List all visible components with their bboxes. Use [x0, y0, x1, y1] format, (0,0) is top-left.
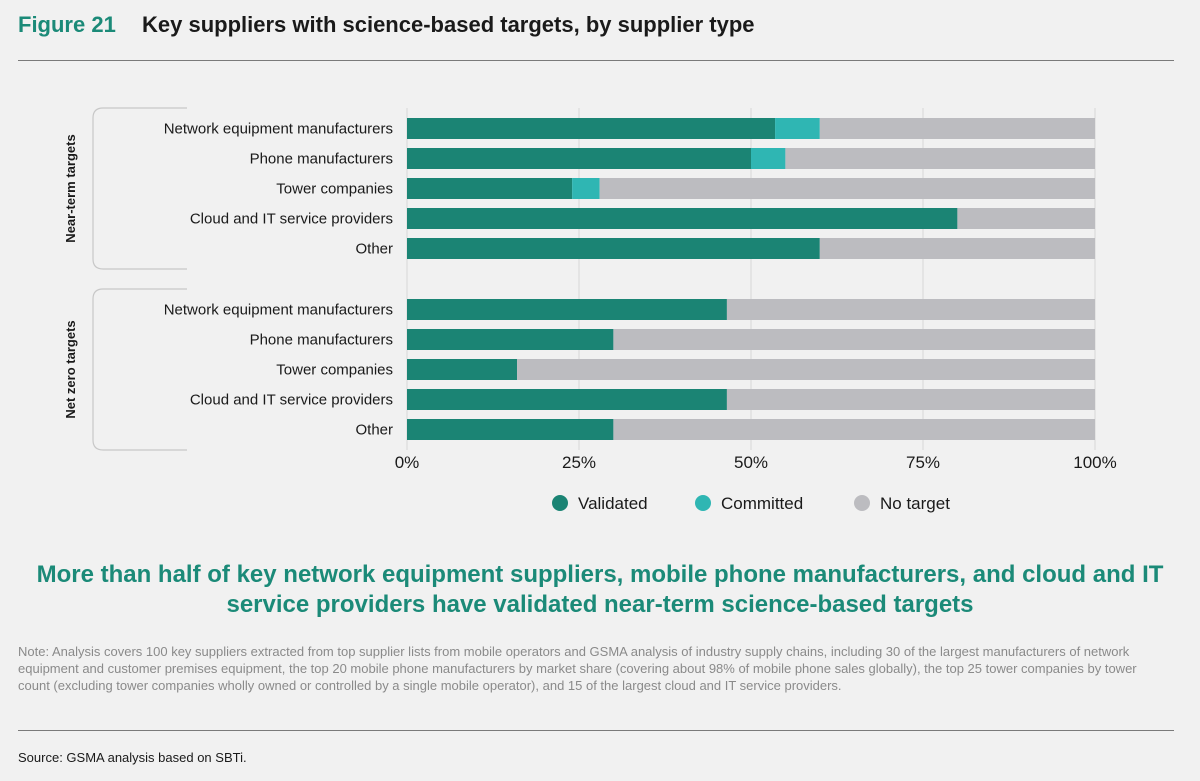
- legend-label: Validated: [578, 494, 648, 513]
- bar-validated: [407, 419, 614, 440]
- bar-validated: [407, 238, 820, 259]
- bar-validated: [407, 118, 776, 139]
- category-label: Cloud and IT service providers: [190, 211, 393, 228]
- category-label: Network equipment manufacturers: [164, 302, 393, 319]
- figure-label: Figure 21: [18, 12, 116, 37]
- bar-no-target: [613, 419, 1095, 440]
- group-label: Net zero targets: [63, 320, 78, 418]
- bar-no-target: [819, 118, 1095, 139]
- bar-no-target: [517, 359, 1095, 380]
- x-tick-label: 25%: [562, 453, 596, 472]
- bar-committed: [751, 148, 786, 169]
- note-text: Note: Analysis covers 100 key suppliers …: [18, 644, 1137, 693]
- bar-no-target: [785, 148, 1095, 169]
- top-rule: [18, 60, 1174, 61]
- category-label: Network equipment manufacturers: [164, 121, 393, 138]
- category-label: Tower companies: [276, 362, 393, 379]
- group-bracket: [92, 107, 187, 270]
- category-label: Phone manufacturers: [250, 332, 393, 349]
- category-label: Tower companies: [276, 181, 393, 198]
- source-text: Source: GSMA analysis based on SBTi.: [18, 750, 247, 765]
- bar-validated: [407, 178, 573, 199]
- category-label: Other: [355, 422, 393, 439]
- bar-validated: [407, 148, 751, 169]
- x-tick-label: 0%: [395, 453, 420, 472]
- bar-no-target: [726, 389, 1095, 410]
- x-tick-label: 50%: [734, 453, 768, 472]
- category-label: Phone manufacturers: [250, 151, 393, 168]
- group-label: Near-term targets: [63, 134, 78, 242]
- legend-marker-validated: [552, 495, 568, 511]
- bar-no-target: [726, 299, 1095, 320]
- bar-no-target: [613, 329, 1095, 350]
- x-tick-label: 75%: [906, 453, 940, 472]
- legend-label: No target: [880, 494, 950, 513]
- legend-marker-no-target: [854, 495, 870, 511]
- bar-validated: [407, 359, 518, 380]
- legend-marker-committed: [695, 495, 711, 511]
- bar-validated: [407, 329, 614, 350]
- figure-header: Figure 21 Key suppliers with science-bas…: [18, 12, 1174, 48]
- legend-label: Committed: [721, 494, 803, 513]
- bar-validated: [407, 208, 958, 229]
- group-bracket: [92, 288, 187, 451]
- bottom-rule: [18, 730, 1174, 731]
- bar-validated: [407, 299, 727, 320]
- category-label: Other: [355, 241, 393, 258]
- figure-title: Key suppliers with science-based targets…: [142, 12, 755, 37]
- headline: More than half of key network equipment …: [36, 561, 1164, 618]
- bar-no-target: [957, 208, 1095, 229]
- bar-validated: [407, 389, 727, 410]
- bar-no-target: [819, 238, 1095, 259]
- bar-no-target: [599, 178, 1095, 199]
- bar-committed: [775, 118, 820, 139]
- bar-committed: [572, 178, 600, 199]
- stacked-bar-chart: Network equipment manufacturers Phone man…: [63, 107, 1117, 513]
- x-tick-label: 100%: [1073, 453, 1116, 472]
- category-label: Cloud and IT service providers: [190, 392, 393, 409]
